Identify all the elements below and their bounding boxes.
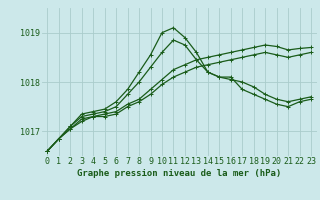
X-axis label: Graphe pression niveau de la mer (hPa): Graphe pression niveau de la mer (hPa) [77, 169, 281, 178]
